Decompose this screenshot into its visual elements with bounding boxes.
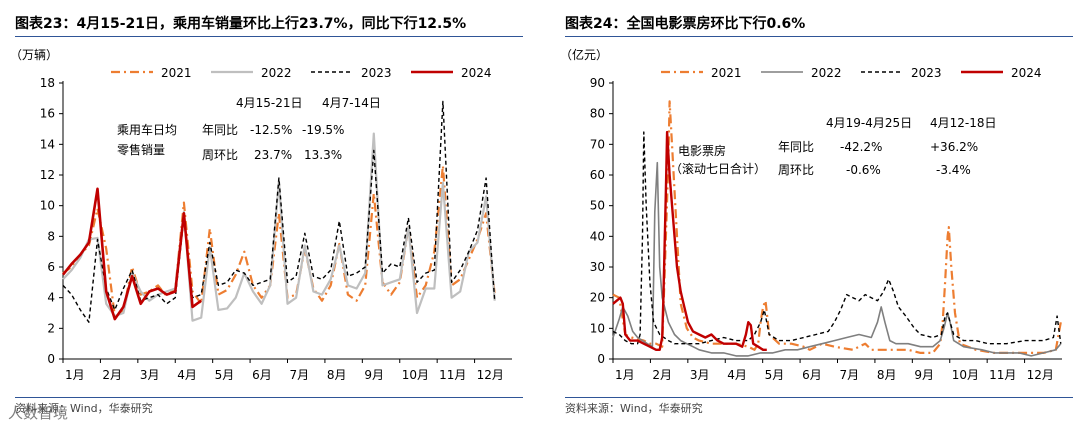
y-tick-label: 70 bbox=[590, 137, 605, 151]
y-axis-label: （亿元） bbox=[560, 47, 608, 62]
title-divider bbox=[565, 36, 1073, 37]
x-tick-label: 10月 bbox=[402, 368, 429, 382]
x-tick-label: 6月 bbox=[802, 368, 822, 382]
x-tick-label: 4月 bbox=[727, 368, 747, 382]
series-line-2022 bbox=[612, 161, 1062, 357]
legend-label-2024: 2024 bbox=[461, 66, 492, 80]
y-tick-label: 2 bbox=[47, 321, 55, 335]
x-tick-label: 11月 bbox=[989, 368, 1016, 382]
x-tick-label: 3月 bbox=[690, 368, 710, 382]
series-line-2023 bbox=[62, 100, 496, 323]
annotation-label-2: 零售销量 bbox=[117, 142, 165, 157]
y-tick-label: 20 bbox=[590, 291, 605, 305]
annotation-row1-v2: +36.2% bbox=[930, 140, 978, 154]
car-sales-chart: （万辆） 0 2 4 6 8 10 12 14 16 18 1月 2月 3月 4月 5月 6月 7月 8月 9月 10月… bbox=[10, 48, 512, 382]
annotation-row2-v1: 23.7% bbox=[254, 148, 292, 162]
x-tick-label: 7月 bbox=[840, 368, 860, 382]
x-tick-label: 2月 bbox=[102, 368, 122, 382]
legend-label-2023: 2023 bbox=[911, 66, 942, 80]
x-tick-label: 1月 bbox=[615, 368, 635, 382]
footer-divider bbox=[565, 397, 1073, 398]
source-note: 资料来源：Wind，华泰研究 bbox=[565, 402, 703, 415]
y-tick-label: 10 bbox=[40, 199, 55, 213]
source-note: 资料来源：Wind，华泰研究 bbox=[15, 402, 153, 415]
annotation-row2-v1: -0.6% bbox=[846, 163, 881, 177]
x-tick-label: 9月 bbox=[364, 368, 384, 382]
x-tick-label: 5月 bbox=[765, 368, 785, 382]
annotation-row1-v2: -19.5% bbox=[302, 123, 344, 137]
x-tick-label: 7月 bbox=[290, 368, 310, 382]
x-tick-label: 9月 bbox=[914, 368, 934, 382]
y-tick-label: 0 bbox=[597, 352, 605, 366]
y-tick-label: 60 bbox=[590, 168, 605, 182]
car-sales-panel: 图表23：4月15-21日，乘用车销量环比上行23.7%，同比下行12.5% （… bbox=[0, 0, 530, 431]
annotation-row2-label: 周环比 bbox=[778, 163, 814, 177]
x-tick-label: 2月 bbox=[652, 368, 672, 382]
annotation-label-1: 乘用车日均 bbox=[117, 122, 177, 137]
x-tick-label: 1月 bbox=[65, 368, 85, 382]
y-tick-label: 14 bbox=[40, 137, 55, 151]
legend-label-2023: 2023 bbox=[361, 66, 392, 80]
y-tick-label: 18 bbox=[40, 76, 55, 90]
annotation-row2-v2: -3.4% bbox=[936, 163, 971, 177]
y-tick-label: 40 bbox=[590, 229, 605, 243]
annotation-header-2: 4月7-14日 bbox=[322, 96, 381, 110]
series-line-2021 bbox=[62, 164, 496, 318]
annotation-header-1: 4月15-21日 bbox=[236, 96, 303, 110]
annotation-row1-label: 年同比 bbox=[778, 140, 814, 154]
series-line-2024 bbox=[612, 130, 767, 351]
y-tick-label: 6 bbox=[47, 260, 55, 274]
annotation-label-2: （滚动七日合计） bbox=[670, 161, 766, 176]
legend-label-2021: 2021 bbox=[161, 66, 192, 80]
annotation-row2-label: 周环比 bbox=[202, 148, 238, 162]
watermark: 人数智境 bbox=[8, 404, 69, 422]
footer-divider bbox=[15, 397, 523, 398]
y-tick-label: 4 bbox=[47, 291, 55, 305]
x-tick-label: 12月 bbox=[1027, 368, 1054, 382]
y-tick-label: 12 bbox=[40, 168, 55, 182]
legend-label-2022: 2022 bbox=[261, 66, 292, 80]
y-tick-label: 80 bbox=[590, 107, 605, 121]
annotation-row1-v1: -12.5% bbox=[250, 123, 292, 137]
box-office-panel: 图表24：全国电影票房环比下行0.6% （亿元） 0 10 20 30 40 50 60 70 8… bbox=[550, 0, 1080, 431]
x-tick-label: 12月 bbox=[477, 368, 504, 382]
legend-label-2022: 2022 bbox=[811, 66, 842, 80]
x-tick-label: 5月 bbox=[215, 368, 235, 382]
box-office-chart: （亿元） 0 10 20 30 40 50 60 70 80 90 1月 2月 3月 4月 5月 6月 7月 8月 9… bbox=[560, 47, 1062, 382]
y-tick-label: 0 bbox=[47, 352, 55, 366]
chart-title: 图表23：4月15-21日，乘用车销量环比上行23.7%，同比下行12.5% bbox=[15, 16, 467, 32]
x-tick-label: 10月 bbox=[952, 368, 979, 382]
y-tick-label: 16 bbox=[40, 107, 55, 121]
y-tick-label: 30 bbox=[590, 260, 605, 274]
legend-label-2024: 2024 bbox=[1011, 66, 1042, 80]
series-line-2024 bbox=[61, 187, 202, 321]
y-tick-label: 8 bbox=[47, 229, 55, 243]
x-tick-label: 3月 bbox=[140, 368, 160, 382]
x-tick-label: 6月 bbox=[252, 368, 272, 382]
x-tick-label: 8月 bbox=[327, 368, 347, 382]
y-axis-label: （万辆） bbox=[10, 48, 58, 62]
y-tick-label: 50 bbox=[590, 199, 605, 213]
x-tick-label: 4月 bbox=[177, 368, 197, 382]
x-tick-label: 8月 bbox=[877, 368, 897, 382]
chart-title: 图表24：全国电影票房环比下行0.6% bbox=[565, 16, 806, 32]
title-divider bbox=[15, 36, 523, 37]
series-line-2023 bbox=[612, 131, 1062, 345]
annotation-label-1: 电影票房 bbox=[678, 143, 726, 158]
annotation-row1-label: 年同比 bbox=[202, 123, 238, 137]
annotation-header-2: 4月12-18日 bbox=[930, 116, 997, 130]
series-line-2021 bbox=[612, 100, 1062, 354]
y-tick-label: 10 bbox=[590, 321, 605, 335]
legend-label-2021: 2021 bbox=[711, 66, 742, 80]
annotation-row2-v2: 13.3% bbox=[304, 148, 342, 162]
x-tick-label: 11月 bbox=[439, 368, 466, 382]
annotation-header-1: 4月19-4月25日 bbox=[826, 116, 912, 130]
annotation-row1-v1: -42.2% bbox=[840, 140, 882, 154]
y-tick-label: 90 bbox=[590, 76, 605, 90]
